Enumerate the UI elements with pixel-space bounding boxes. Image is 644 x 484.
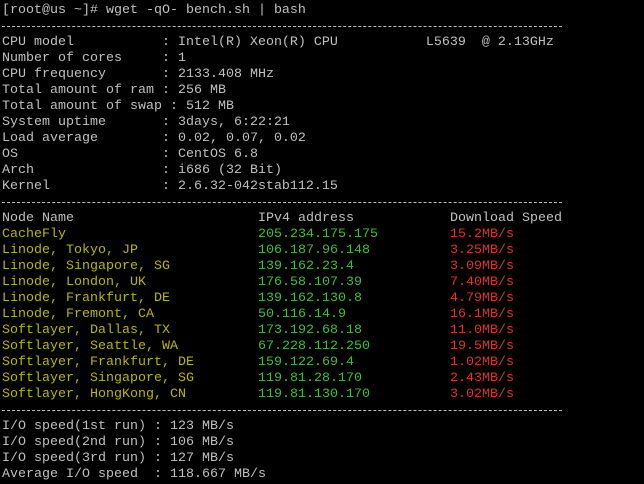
io-speed: I/O speed(3rd run) : 127 MB/s [2,451,234,466]
node-name: Linode, Fremont, CA [2,307,154,322]
prompt: [root@us ~]# wget -qO- bench.sh | bash [2,3,306,18]
node-ip: 176.58.107.39 [258,275,362,290]
system-info: Number of cores : 1 [2,51,186,66]
system-info: Total amount of ram : 256 MB [2,83,226,98]
system-info: Total amount of swap : 512 MB [2,99,234,114]
io-speed: Average I/O speed : 118.667 MB/s [2,467,266,482]
node-speed: 2.43MB/s [450,371,514,386]
node-ip: 106.187.96.148 [258,243,370,258]
node-name: Softlayer, Seattle, WA [2,339,178,354]
node-name: CacheFly [2,227,66,242]
system-info: Kernel : 2.6.32-042stab112.15 [2,179,338,194]
node-ip: 119.81.28.170 [258,371,362,386]
system-info: Load average : 0.02, 0.07, 0.02 [2,131,306,146]
node-speed: 16.1MB/s [450,307,514,322]
node-speed: 3.09MB/s [450,259,514,274]
node-ip: 50.116.14.9 [258,307,346,322]
io-speed: I/O speed(1st run) : 123 MB/s [2,419,234,434]
column-header: Node Name [2,211,74,226]
node-name: Softlayer, Frankfurt, DE [2,355,194,370]
system-info: Arch : i686 (32 Bit) [2,163,282,178]
node-speed: 19.5MB/s [450,339,514,354]
system-info: OS : CentOS 6.8 [2,147,258,162]
node-speed: 11.0MB/s [450,323,514,338]
node-ip: 205.234.175.175 [258,227,378,242]
node-name: Softlayer, Dallas, TX [2,323,170,338]
node-speed: 7.40MB/s [450,275,514,290]
system-info: CPU model : Intel(R) Xeon(R) CPU L5639 @… [2,35,554,50]
node-name: Linode, Frankfurt, DE [2,291,170,306]
node-ip: 139.162.23.4 [258,259,354,274]
node-ip: 173.192.68.18 [258,323,362,338]
node-name: Linode, London, UK [2,275,146,290]
node-ip: 139.162.130.8 [258,291,362,306]
separator [2,410,562,411]
node-speed: 1.02MB/s [450,355,514,370]
separator [2,202,562,203]
node-ip: 119.81.130.170 [258,387,370,402]
node-name: Linode, Tokyo, JP [2,243,138,258]
system-info: CPU frequency : 2133.408 MHz [2,67,274,82]
system-info: System uptime : 3days, 6:22:21 [2,115,290,130]
separator [2,26,562,27]
column-header: Download Speed [450,211,562,226]
node-speed: 15.2MB/s [450,227,514,242]
node-name: Softlayer, HongKong, CN [2,387,186,402]
node-speed: 3.25MB/s [450,243,514,258]
node-speed: 3.02MB/s [450,387,514,402]
node-ip: 67.228.112.250 [258,339,370,354]
node-name: Linode, Singapore, SG [2,259,170,274]
node-speed: 4.79MB/s [450,291,514,306]
node-name: Softlayer, Singapore, SG [2,371,194,386]
column-header: IPv4 address [258,211,354,226]
node-ip: 159.122.69.4 [258,355,354,370]
io-speed: I/O speed(2nd run) : 106 MB/s [2,435,234,450]
